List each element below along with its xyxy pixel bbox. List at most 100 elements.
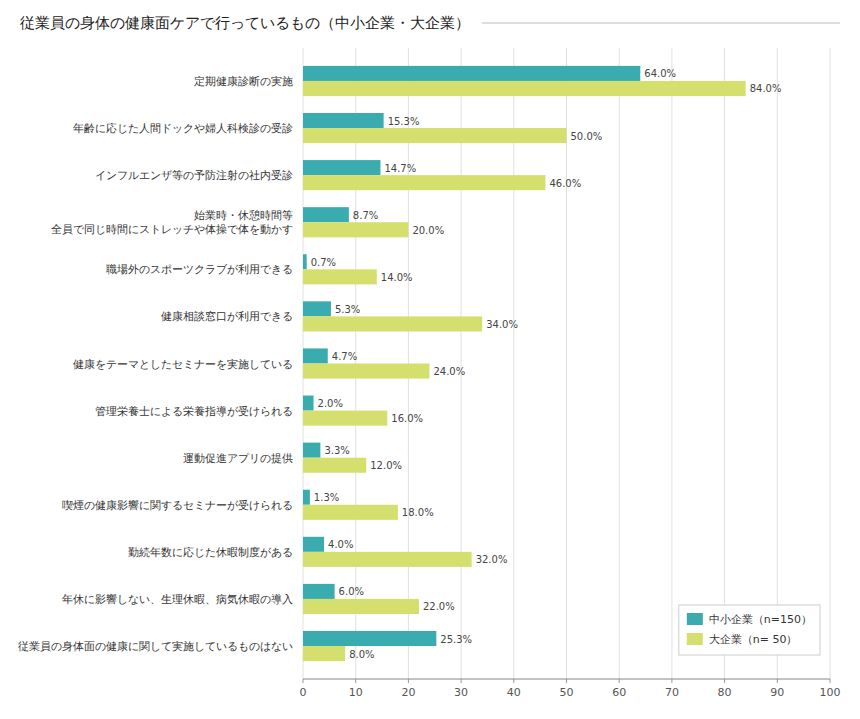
tick-label: 90 [770,686,784,699]
data-label: 34.0% [486,319,518,330]
legend-frame [679,605,820,655]
data-label: 14.7% [384,163,416,174]
data-label: 12.0% [370,460,402,471]
data-label: 46.0% [549,178,581,189]
tick-label: 60 [612,686,626,699]
tick-mark [619,679,620,683]
tick-label: 50 [560,686,574,699]
tick-mark [566,679,567,683]
data-label: 2.0% [318,398,343,409]
data-label: 14.0% [381,272,413,283]
bar [303,269,377,284]
data-label: 22.0% [423,601,455,612]
tick-label: 20 [401,686,415,699]
bar [303,222,408,237]
grid-line [830,48,831,679]
data-label: 8.0% [349,649,374,660]
bar [303,301,331,316]
bar [303,552,472,567]
tick-mark [303,679,304,683]
bar [303,66,640,81]
bar [303,490,310,505]
grid-line [671,48,672,679]
bar [303,113,384,128]
data-label: 5.3% [335,304,360,315]
x-axis [303,679,830,680]
bar [303,411,387,426]
data-label: 4.0% [328,539,353,550]
bar [303,316,482,331]
title: 従業員の身体の健康面ケアで行っているもの（中小企業・大企業） [20,14,470,32]
tick-mark [671,679,672,683]
data-label: 84.0% [750,83,782,94]
data-label: 15.3% [388,116,420,127]
bar [303,458,366,473]
data-label: 25.3% [440,634,472,645]
grid-line [619,48,620,679]
category-label: 喫煙の健康影響に関するセミナーが受けられる [62,499,293,512]
legend-label: 中小企業（n=150） [709,613,812,626]
tick-label: 30 [454,686,468,699]
category-labels: 従業員の身体面の健康に関して実施しているものはない 年休に影響しない、生理休暇、病… [18,75,293,653]
data-label: 0.7% [311,257,336,268]
legend-swatch [687,613,703,625]
data-label: 64.0% [644,68,676,79]
bar [303,646,345,661]
bar [303,396,314,411]
legend: 中小企業（n=150） 大企業（n= 50） [679,605,820,655]
tick-mark [408,679,409,683]
tick-label: 40 [507,686,521,699]
bar [303,631,436,646]
tick-label: 100 [820,686,841,699]
category-label: インフルエンザ等の予防注射の社内受診 [95,169,293,182]
bar [303,505,398,520]
bars [303,66,746,661]
bar [303,537,324,552]
category-label: 管理栄養士による栄養指導が受けられる [95,405,293,418]
category-label: 健康をテーマとしたセミナーを実施している [73,358,293,371]
category-label: 運動促進アプリの提供 [183,452,293,465]
data-label: 24.0% [433,366,465,377]
legend-label: 大企業（n= 50） [709,633,798,646]
grid-line [777,48,778,679]
data-label: 18.0% [402,507,434,518]
data-labels: 25.3%6.0%4.0%1.3%3.3%2.0%4.7%5.3%0.7%8.7… [311,68,782,659]
data-label: 8.7% [353,210,378,221]
category-label: 健康相談窓口が利用できる [161,310,293,323]
bar [303,348,328,363]
bar [303,254,307,269]
tick-label: 70 [665,686,679,699]
tick-label: 80 [718,686,732,699]
category-label: 従業員の身体面の健康に関して実施しているものはない [18,640,293,653]
category-label: 始業時・休憩時間等全員で同じ時間にストレッチや体操で体を動かす [51,209,293,236]
data-label: 4.7% [332,351,357,362]
category-label: 年休に影響しない、生理休暇、病気休暇の導入 [62,593,293,606]
bar [303,584,335,599]
bar [303,207,349,222]
tick-label: 0 [300,686,307,699]
data-label: 6.0% [339,586,364,597]
data-label: 32.0% [476,554,508,565]
tick-label: 10 [349,686,363,699]
title-rule [482,23,840,24]
legend-swatch [687,633,703,645]
bar [303,128,567,143]
data-label: 1.3% [314,492,339,503]
data-label: 16.0% [391,413,423,424]
tick-mark [461,679,462,683]
category-label: 年齢に応じた人間ドックや婦人科検診の受診 [73,122,293,135]
tick-mark [724,679,725,683]
bar [303,443,320,458]
tick-mark [830,679,831,683]
tick-mark [355,679,356,683]
grid [303,48,830,679]
category-label: 定期健康診断の実施 [194,75,293,88]
bar [303,81,746,96]
category-label: 職場外のスポーツクラブが利用できる [106,263,293,276]
category-label: 勤続年数に応じた休暇制度がある [128,546,293,559]
bar [303,599,419,614]
grid-line [724,48,725,679]
data-label: 20.0% [412,225,444,236]
chart: 従業員の身体の健康面ケアで行っているもの（中小企業・大企業） 従業員の身体面の健康… [0,0,860,719]
bar [303,175,545,190]
